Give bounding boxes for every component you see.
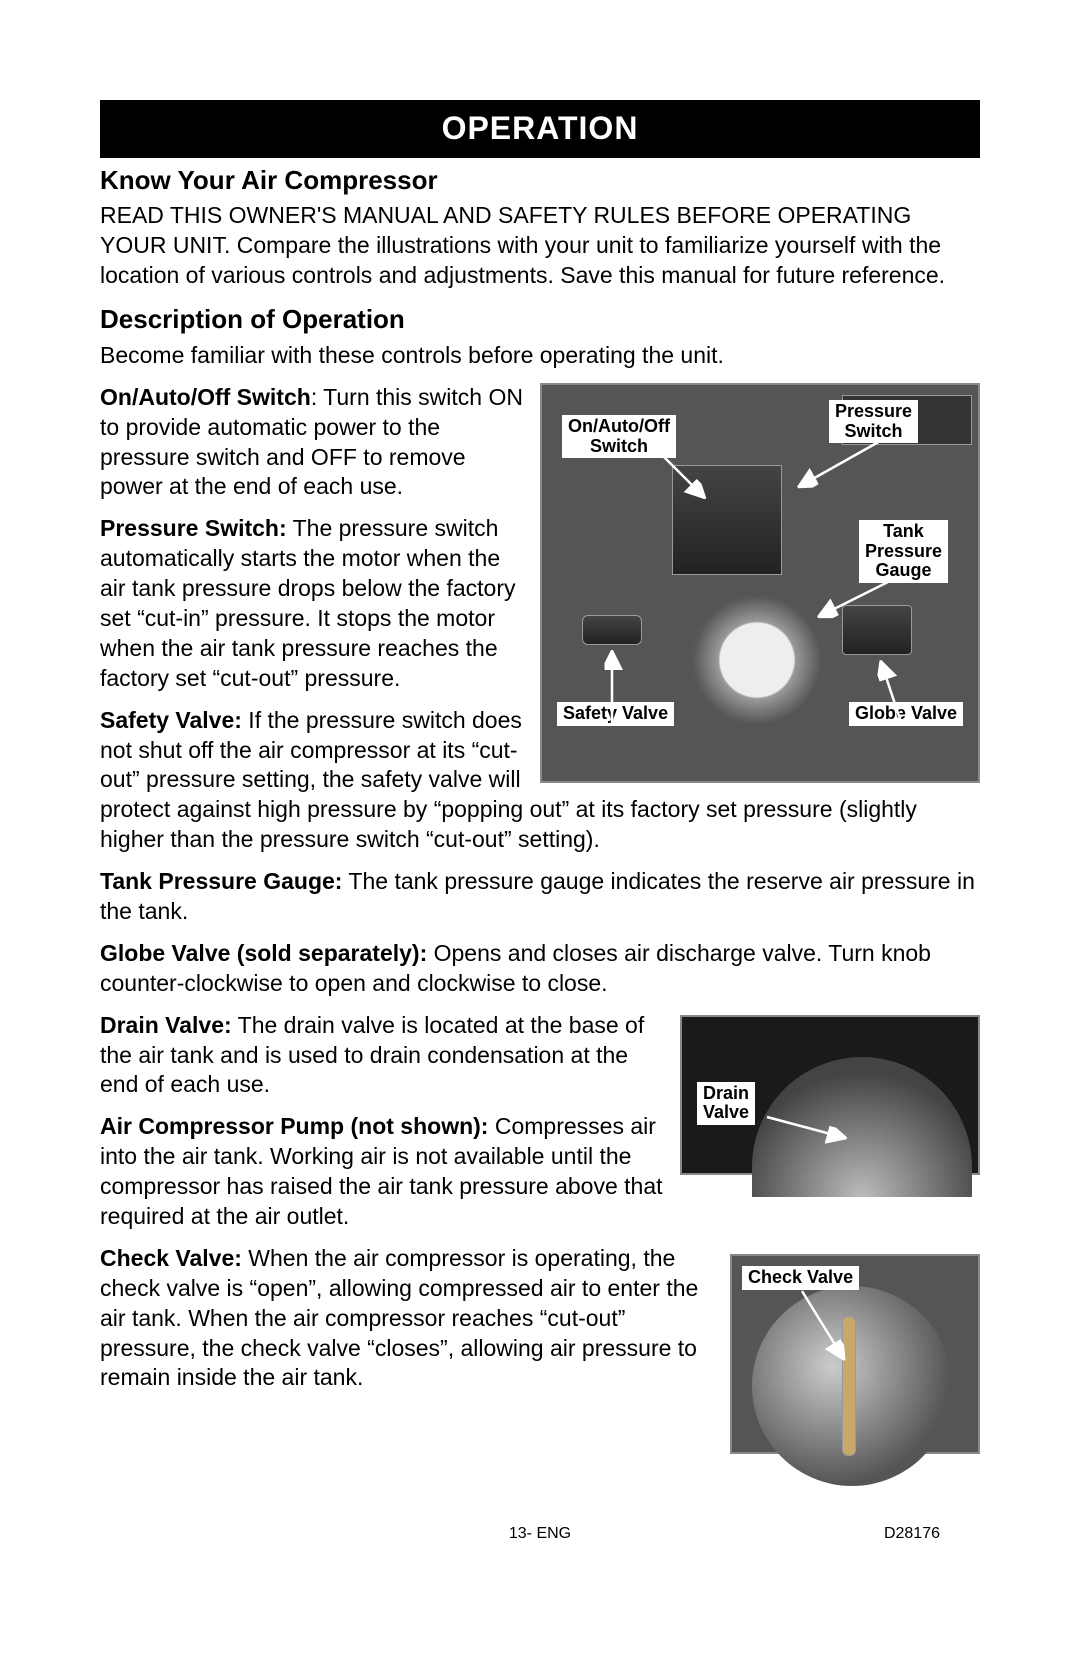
heading-desc: Description of Operation: [100, 303, 980, 337]
para-globe: Globe Valve (sold separately): Opens and…: [100, 939, 980, 999]
footer-page: 13- ENG: [509, 1524, 571, 1545]
fig-label-safety: Safety Valve: [557, 702, 674, 726]
label-safety: Safety Valve:: [100, 707, 242, 733]
label-drain: Drain Valve:: [100, 1012, 232, 1038]
page-footer: 13- ENG D28176: [100, 1524, 980, 1545]
para-know: READ THIS OWNER'S MANUAL AND SAFETY RULE…: [100, 201, 980, 291]
shape-tube: [842, 1316, 856, 1456]
fig-label-gauge: Tank Pressure Gauge: [859, 520, 948, 583]
para-gauge: Tank Pressure Gauge: The tank pressure g…: [100, 867, 980, 927]
label-pump: Air Compressor Pump (not shown):: [100, 1113, 488, 1139]
body-pswitch: The pressure switch automatically starts…: [100, 515, 515, 690]
section-banner: OPERATION: [100, 100, 980, 158]
fig-label-globe: Globe Valve: [849, 702, 963, 726]
fig-label-pswitch: Pressure Switch: [829, 400, 918, 444]
shape-tank-end: [752, 1057, 972, 1197]
label-onoff: On/Auto/Off Switch: [100, 384, 311, 410]
label-globe: Globe Valve (sold separately):: [100, 940, 427, 966]
shape-switchbox: [672, 465, 782, 575]
footer-doc: D28176: [884, 1524, 940, 1545]
label-check: Check Valve:: [100, 1245, 242, 1271]
shape-gauge-face: [692, 595, 822, 725]
fig-label-check: Check Valve: [742, 1266, 859, 1290]
fig-label-drain: Drain Valve: [697, 1082, 755, 1126]
figure-check: Check Valve: [730, 1254, 980, 1454]
para-desc: Become familiar with these controls befo…: [100, 341, 980, 371]
shape-globe: [842, 605, 912, 655]
label-gauge: Tank Pressure Gauge:: [100, 868, 342, 894]
figure-controls: On/Auto/Off Switch Pressure Switch Tank …: [540, 383, 980, 783]
figure-drain: Drain Valve: [680, 1015, 980, 1175]
label-pswitch: Pressure Switch:: [100, 515, 287, 541]
shape-safety: [582, 615, 642, 645]
heading-know: Know Your Air Compressor: [100, 164, 980, 198]
fig-label-onoff: On/Auto/Off Switch: [562, 415, 676, 459]
